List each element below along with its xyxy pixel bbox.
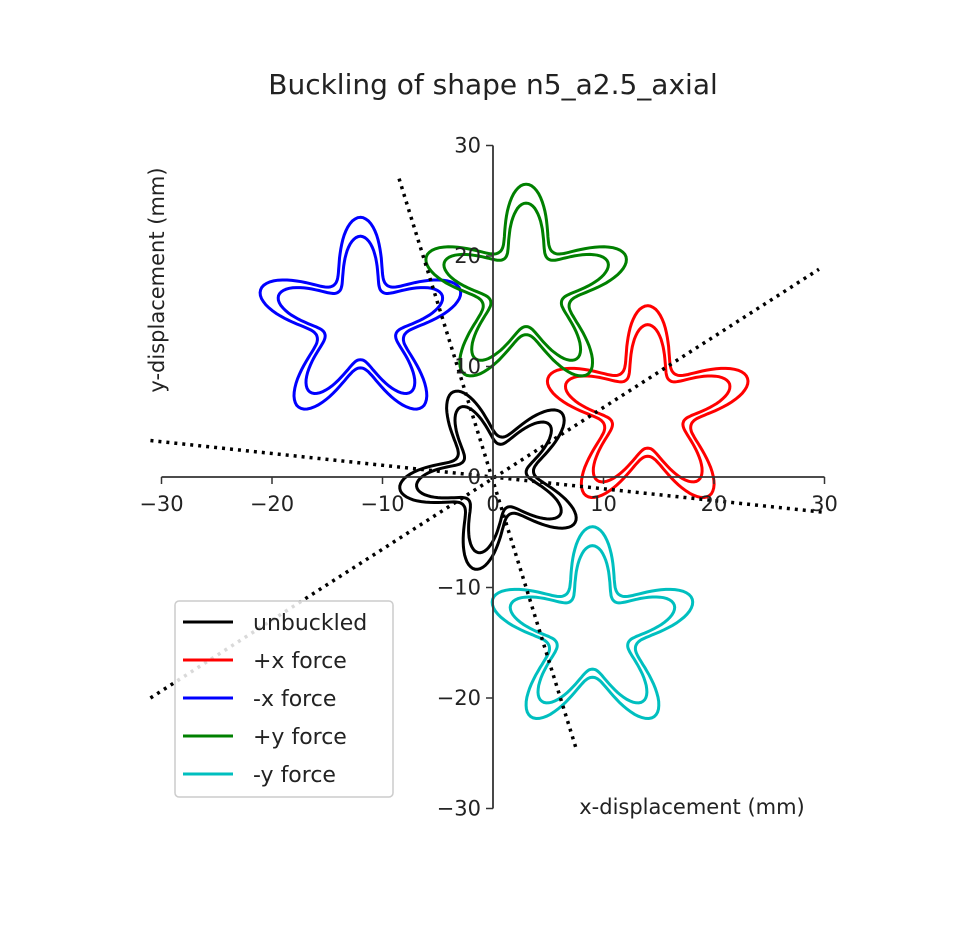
chart-title: Buckling of shape n5_a2.5_axial	[268, 68, 718, 101]
x-tick-label-4: 10	[590, 492, 617, 516]
x-tick-label-3: 0	[486, 492, 499, 516]
y-tick-label-4: 10	[454, 355, 481, 379]
series-shape-3-ring-1	[442, 201, 610, 362]
legend-label-2: -x force	[253, 687, 336, 712]
axes-group: −30 −20 −10 0 10 20 30 −30 −20 −10 0 10 20 30	[139, 134, 838, 821]
series-shape-3-ring-0	[424, 182, 628, 378]
x-tick-label-5: 20	[701, 492, 728, 516]
x-tick-label-0: −30	[139, 492, 183, 516]
legend-label-0: unbuckled	[253, 611, 367, 636]
legend-label-1: +x force	[253, 649, 347, 674]
legend-label-4: -y force	[253, 763, 336, 788]
y-tick-label-0: −30	[437, 797, 481, 821]
y-tick-label-3: 0	[468, 465, 481, 489]
legend-label-3: +y force	[253, 725, 347, 750]
series-shape-1-ring-1	[563, 323, 732, 484]
y-axis-label: y-displacement (mm)	[145, 167, 169, 392]
y-tick-label-1: −20	[437, 686, 481, 710]
y-tick-label-2: −10	[437, 576, 481, 600]
series-shape-0-ring-0	[398, 389, 578, 571]
legend-box	[174, 600, 394, 798]
legend: unbuckled +x force -x force +y force -y forc…	[174, 600, 394, 798]
x-axis-label: x-displacement (mm)	[579, 795, 805, 819]
x-tick-label-1: −20	[250, 492, 294, 516]
y-tick-label-6: 30	[454, 134, 481, 158]
series-shape-2-ring-1	[276, 234, 445, 396]
series-shape-4-ring-0	[490, 525, 695, 721]
x-tick-label-2: −10	[360, 492, 404, 516]
series-shape-4-ring-1	[508, 544, 677, 705]
x-tick-label-6: 30	[811, 492, 838, 516]
y-tick-label-5: 20	[454, 244, 481, 268]
series-shape-1-ring-0	[545, 304, 750, 500]
dotted-line-2	[397, 178, 578, 749]
series-shape-2-ring-0	[258, 215, 463, 411]
